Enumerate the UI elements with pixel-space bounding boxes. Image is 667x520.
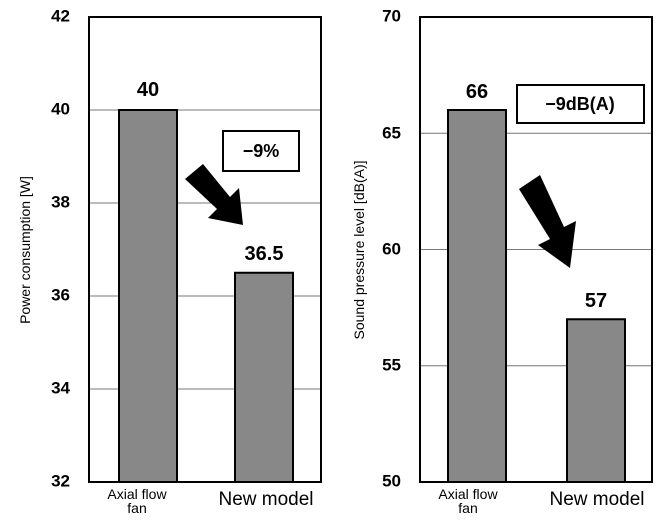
- data-label-axial-fan: 40: [137, 79, 159, 101]
- data-label-new-model: 57: [585, 290, 607, 312]
- y-axis-label: Sound pressure level [dB(A)]: [351, 161, 367, 340]
- y-tick-label: 36: [51, 285, 70, 304]
- down-arrow-icon: [519, 175, 576, 268]
- category-label-new-model: New model: [549, 489, 644, 510]
- y-tick-label: 70: [382, 6, 401, 25]
- y-axis-label: Power consumption [W]: [17, 176, 33, 324]
- y-tick-label: 42: [51, 6, 70, 25]
- annotation-box: [516, 84, 645, 124]
- y-tick-label: 55: [382, 355, 401, 374]
- bar-new-model: [234, 271, 294, 483]
- y-tick-label: 65: [382, 123, 401, 142]
- data-label-axial-fan: 66: [466, 81, 488, 103]
- annotation-reduction: −9dB(A): [545, 94, 615, 114]
- bar-axial-flow-fan: [447, 109, 507, 483]
- y-tick-label: 60: [382, 239, 401, 258]
- y-tick-label: 40: [51, 99, 70, 118]
- chart-power-consumption: 32 34 36 38 40 42 Power consumption [W] …: [17, 6, 322, 516]
- data-label-new-model: 36.5: [245, 243, 284, 265]
- category-label-axial-fan: Axial flow fan: [107, 486, 167, 516]
- down-arrow-icon: [185, 164, 243, 225]
- chart-sound-pressure: 50 55 60 65 70 Sound pressure level [dB(…: [351, 6, 653, 516]
- plot-frame: [419, 16, 653, 483]
- bars: [447, 109, 626, 483]
- y-tick-label: 34: [51, 378, 70, 397]
- category-label-new-model: New model: [218, 489, 313, 510]
- y-tick-label: 38: [51, 192, 70, 211]
- y-tick-labels: 50 55 60 65 70: [382, 6, 401, 490]
- y-tick-label: 50: [382, 471, 401, 490]
- y-tick-labels: 32 34 36 38 40 42: [51, 6, 70, 490]
- annotation-box: [222, 130, 300, 172]
- y-tick-label: 32: [51, 471, 70, 490]
- annotation-reduction: −9%: [243, 141, 280, 161]
- bar-new-model: [566, 318, 626, 483]
- plot-frame: [88, 16, 322, 483]
- category-label-axial-fan: Axial flow fan: [438, 486, 498, 516]
- bar-axial-flow-fan: [118, 109, 178, 483]
